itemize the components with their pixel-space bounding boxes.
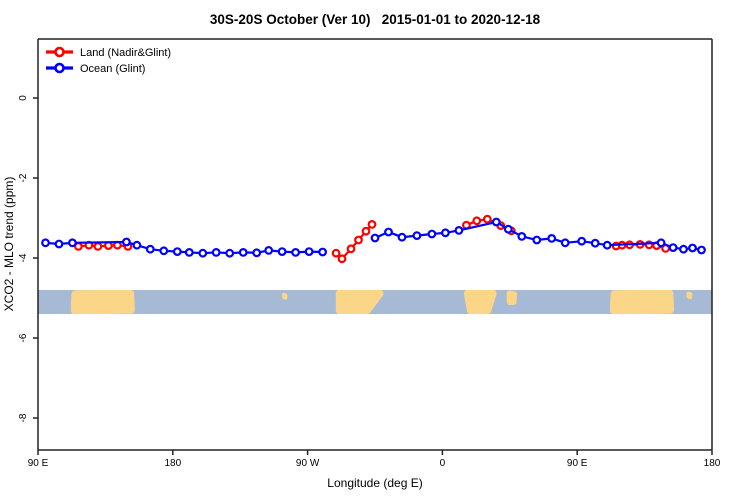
x-tick-label: 90 W [296, 458, 320, 469]
y-tick-label: -2 [18, 173, 29, 182]
ocean-point [577, 236, 587, 246]
land-point [472, 216, 482, 226]
ocean-point [656, 238, 666, 248]
y-tick-label: -6 [18, 333, 29, 342]
ocean-point [252, 248, 262, 258]
ocean-point [184, 247, 194, 257]
land-point [367, 219, 377, 229]
ocean-point [291, 247, 301, 257]
map-band-layer [38, 290, 712, 314]
ocean-point [412, 231, 422, 241]
ocean-point [121, 237, 131, 247]
ocean-point [697, 245, 706, 255]
land-point [93, 241, 103, 251]
ocean-point [264, 245, 274, 255]
ocean-point [384, 227, 393, 237]
ocean-point [688, 243, 697, 253]
y-tick-label: -4 [18, 253, 29, 262]
legend: Land (Nadir&Glint) Ocean (Glint) [46, 46, 171, 75]
legend-item-land: Land (Nadir&Glint) [46, 46, 171, 59]
x-tick-label: 90 E [567, 458, 588, 469]
x-tick-label: 90 E [28, 458, 49, 469]
legend-ocean-marker-icon [54, 62, 65, 74]
y-axis-title: XCO2 - MLO trend (ppm) [2, 177, 16, 312]
map-land-south-america [335, 290, 384, 314]
map-land-pacific-island-speck [282, 292, 288, 300]
land-point [337, 254, 347, 264]
ocean-point [54, 239, 64, 249]
ocean-point [198, 248, 208, 258]
land-point [346, 244, 356, 254]
x-tick-label: 0 [440, 458, 446, 469]
ocean-point [277, 247, 287, 257]
ocean-point [132, 240, 142, 250]
ocean-point [145, 244, 155, 254]
ocean-point [427, 229, 437, 239]
map-land-madagascar [506, 290, 517, 305]
x-axis-title: Longitude (deg E) [327, 476, 422, 490]
land-point [361, 226, 371, 236]
ocean-point [532, 235, 542, 245]
chart-title: 30S-20S October (Ver 10) 2015-01-01 to 2… [210, 12, 541, 27]
legend-land-marker-icon [54, 46, 65, 58]
ocean-point [238, 247, 248, 257]
x-tick-label: 180 [164, 458, 181, 469]
ocean-point [547, 233, 557, 243]
map-land-australia-west-pass [70, 290, 135, 314]
ocean-point [318, 247, 328, 257]
y-tick-label: 0 [18, 95, 29, 101]
axes-layer: 90 E 180 90 W 0 90 E 180 0 -2 -4 -6 -8 [18, 38, 721, 469]
legend-land-label: Land (Nadir&Glint) [80, 47, 171, 59]
ocean-point [441, 228, 450, 238]
ocean-point [491, 217, 501, 227]
ocean-point [172, 247, 182, 257]
land-point [331, 248, 341, 258]
ocean-point [370, 233, 380, 243]
land-point [354, 235, 363, 245]
land-point [482, 214, 492, 224]
map-land-australia-east-pass [609, 290, 675, 314]
ocean-point [668, 243, 678, 253]
ocean-point [41, 238, 50, 248]
ocean-point [397, 232, 407, 242]
ocean-point [304, 247, 314, 257]
map-land-africa [463, 290, 497, 314]
series-layer [41, 214, 706, 264]
ocean-point [602, 240, 612, 250]
legend-ocean-label: Ocean (Glint) [80, 63, 145, 75]
y-tick-label: -8 [18, 413, 29, 422]
ocean-point [679, 244, 688, 254]
ocean-point [517, 231, 527, 241]
map-land-new-caledonia-speck [686, 291, 693, 300]
ocean-point [211, 247, 221, 257]
ocean-point [454, 225, 464, 235]
ocean-point [67, 238, 77, 248]
x-tick-label: 180 [704, 458, 721, 469]
ocean-point [560, 238, 570, 248]
series-ocean [41, 217, 706, 258]
legend-item-ocean: Ocean (Glint) [46, 62, 145, 75]
ocean-point [503, 224, 513, 234]
ocean-point [159, 246, 169, 256]
ocean-point [225, 248, 235, 258]
ocean-point [590, 238, 600, 248]
